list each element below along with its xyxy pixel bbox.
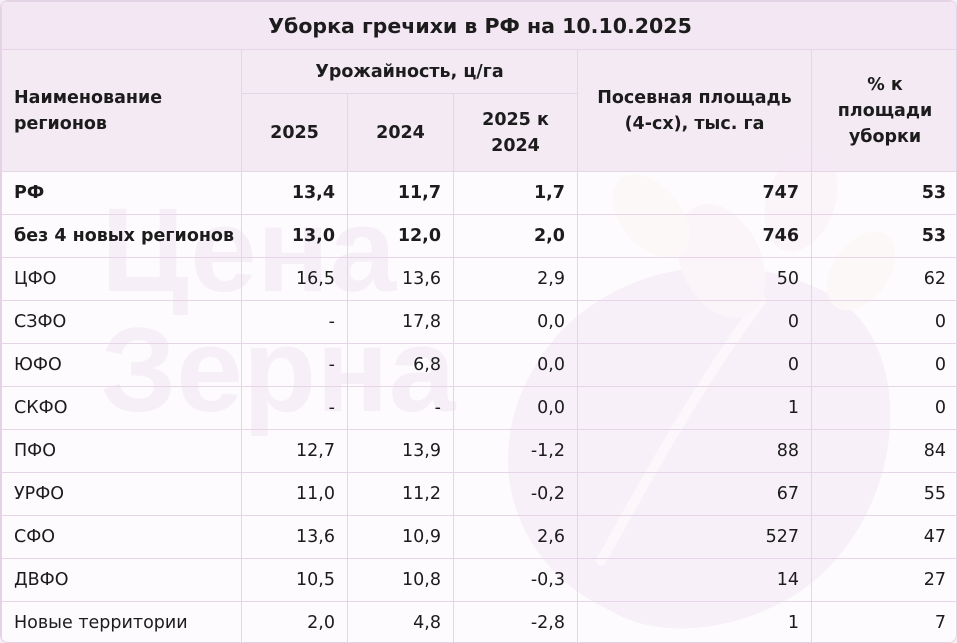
cell-region: ПФО [2,430,242,473]
cell-area: 67 [578,473,812,516]
table-row: без 4 новых регионов 13,0 12,0 2,0 746 5… [2,215,957,258]
cell-region: СЗФО [2,301,242,344]
cell-yield-diff: 2,6 [454,516,578,559]
table-row: ПФО 12,7 13,9 -1,2 88 84 [2,430,957,473]
table-row: ЦФО 16,5 13,6 2,9 50 62 [2,258,957,301]
cell-yield-diff: 0,0 [454,301,578,344]
cell-yield-2025: 12,7 [242,430,348,473]
cell-pct: 0 [812,301,957,344]
cell-yield-diff: 2,0 [454,215,578,258]
cell-area: 0 [578,344,812,387]
cell-yield-diff: -2,8 [454,602,578,643]
cell-yield-2024: 13,6 [348,258,454,301]
cell-yield-diff: 2,9 [454,258,578,301]
cell-yield-2025: 11,0 [242,473,348,516]
table-row: СЗФО - 17,8 0,0 0 0 [2,301,957,344]
cell-yield-2025: - [242,387,348,430]
cell-yield-2025: 10,5 [242,559,348,602]
cell-pct: 47 [812,516,957,559]
cell-area: 0 [578,301,812,344]
cell-region: ЦФО [2,258,242,301]
cell-region: РФ [2,172,242,215]
table-row: ДВФО 10,5 10,8 -0,3 14 27 [2,559,957,602]
column-header-area: Посевная площадь (4-сх), тыс. га [578,50,812,172]
table-row: РФ 13,4 11,7 1,7 747 53 [2,172,957,215]
cell-yield-diff: 1,7 [454,172,578,215]
cell-pct: 84 [812,430,957,473]
cell-pct: 55 [812,473,957,516]
cell-area: 1 [578,602,812,643]
table-row: СФО 13,6 10,9 2,6 527 47 [2,516,957,559]
cell-yield-diff: 0,0 [454,387,578,430]
cell-region: СКФО [2,387,242,430]
cell-yield-2024: 12,0 [348,215,454,258]
cell-yield-2024: 11,7 [348,172,454,215]
cell-region: без 4 новых регионов [2,215,242,258]
cell-yield-2024: - [348,387,454,430]
cell-pct: 62 [812,258,957,301]
table-row: ЮФО - 6,8 0,0 0 0 [2,344,957,387]
table-body: РФ 13,4 11,7 1,7 747 53 без 4 новых реги… [2,172,957,643]
cell-yield-2025: 13,0 [242,215,348,258]
cell-pct: 53 [812,172,957,215]
cell-area: 527 [578,516,812,559]
table-row: УРФО 11,0 11,2 -0,2 67 55 [2,473,957,516]
cell-region: Новые территории [2,602,242,643]
cell-yield-diff: -1,2 [454,430,578,473]
cell-area: 746 [578,215,812,258]
cell-yield-2024: 11,2 [348,473,454,516]
cell-pct: 0 [812,387,957,430]
cell-area: 1 [578,387,812,430]
cell-area: 88 [578,430,812,473]
cell-yield-2025: 16,5 [242,258,348,301]
cell-pct: 53 [812,215,957,258]
cell-yield-2024: 10,8 [348,559,454,602]
cell-region: ЮФО [2,344,242,387]
cell-yield-2024: 10,9 [348,516,454,559]
column-header-region: Наименование регионов [2,50,242,172]
cell-yield-2024: 13,9 [348,430,454,473]
cell-region: УРФО [2,473,242,516]
cell-yield-2025: 2,0 [242,602,348,643]
cell-area: 50 [578,258,812,301]
cell-yield-diff: -0,3 [454,559,578,602]
cell-region: СФО [2,516,242,559]
cell-yield-2024: 6,8 [348,344,454,387]
cell-pct: 27 [812,559,957,602]
cell-yield-2024: 17,8 [348,301,454,344]
cell-area: 14 [578,559,812,602]
column-header-2024: 2024 [348,94,454,172]
cell-yield-2025: - [242,344,348,387]
column-header-diff: 2025 к 2024 [454,94,578,172]
cell-yield-2025: 13,6 [242,516,348,559]
cell-pct: 0 [812,344,957,387]
column-header-pct: % к площади уборки [812,50,957,172]
table-title: Уборка гречихи в РФ на 10.10.2025 [2,2,957,50]
cell-area: 747 [578,172,812,215]
column-header-2025: 2025 [242,94,348,172]
cell-yield-diff: 0,0 [454,344,578,387]
cell-region: ДВФО [2,559,242,602]
cell-yield-2025: - [242,301,348,344]
table-row: СКФО - - 0,0 1 0 [2,387,957,430]
cell-yield-2024: 4,8 [348,602,454,643]
cell-yield-diff: -0,2 [454,473,578,516]
cell-pct: 7 [812,602,957,643]
column-header-yield-group: Урожайность, ц/га [242,50,578,94]
cell-yield-2025: 13,4 [242,172,348,215]
table-row: Новые территории 2,0 4,8 -2,8 1 7 [2,602,957,643]
